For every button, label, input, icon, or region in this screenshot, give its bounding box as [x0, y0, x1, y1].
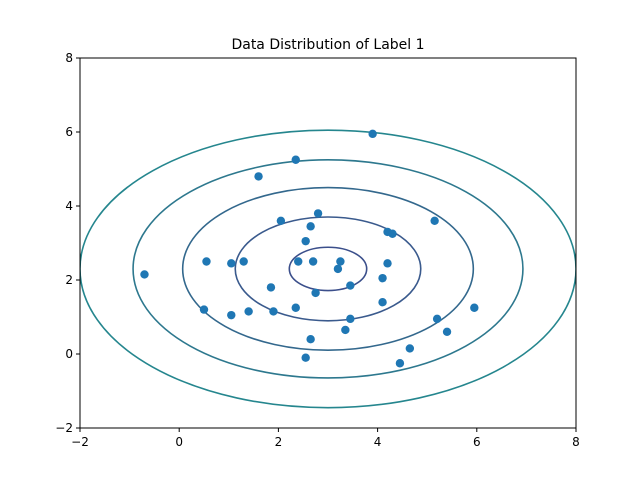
- y-tick-label: 2: [65, 273, 73, 287]
- contour-level-3: [181, 186, 475, 352]
- data-point: [368, 129, 377, 139]
- x-tick-label: 6: [473, 435, 481, 449]
- data-point: [378, 298, 387, 307]
- data-point: [301, 353, 310, 362]
- y-tick-label: 6: [65, 125, 73, 139]
- y-tick-label: 4: [65, 199, 73, 213]
- data-point: [306, 335, 315, 344]
- contour-level-4: [132, 159, 524, 379]
- contour-level-1: [288, 246, 368, 292]
- contour-layer: [80, 129, 576, 409]
- data-point: [470, 303, 479, 312]
- x-axis: −2 0 2 4 6 8: [71, 428, 580, 449]
- data-point: [395, 359, 405, 368]
- data-point: [269, 307, 278, 316]
- data-point: [346, 281, 355, 290]
- y-tick-label: 8: [65, 51, 73, 65]
- data-point: [239, 257, 248, 266]
- data-point: [442, 327, 452, 336]
- data-point: [346, 314, 355, 324]
- data-point: [244, 307, 253, 316]
- data-point: [254, 172, 263, 181]
- data-point: [311, 288, 320, 298]
- data-point: [301, 236, 310, 246]
- data-point: [291, 155, 300, 164]
- x-tick-label: −2: [71, 435, 89, 449]
- data-point: [308, 257, 318, 266]
- y-axis: −2 0 2 4 6 8: [55, 51, 80, 435]
- data-point: [405, 344, 415, 353]
- x-tick-label: 4: [374, 435, 382, 449]
- x-tick-label: 8: [572, 435, 580, 449]
- data-point: [388, 229, 397, 238]
- contour-level-2: [234, 216, 422, 322]
- data-point: [432, 314, 442, 324]
- points-layer: [140, 129, 479, 368]
- data-point: [313, 209, 323, 218]
- data-point: [306, 222, 315, 231]
- y-tick-label: 0: [65, 347, 73, 361]
- data-point: [383, 259, 392, 268]
- data-point: [430, 216, 439, 225]
- chart-title: Data Distribution of Label 1: [231, 37, 424, 53]
- data-point: [227, 259, 236, 268]
- data-point: [291, 303, 300, 312]
- data-point: [294, 257, 303, 266]
- data-point: [266, 283, 276, 292]
- data-point: [333, 264, 343, 274]
- contour-level-5: [80, 129, 576, 409]
- data-point: [336, 257, 345, 266]
- data-point: [341, 325, 350, 335]
- y-tick-label: −2: [55, 421, 73, 435]
- data-point: [140, 270, 149, 279]
- data-point: [202, 257, 211, 266]
- data-point: [276, 216, 286, 225]
- plot-frame: [79, 57, 577, 429]
- data-point: [378, 273, 387, 283]
- data-point: [227, 310, 236, 320]
- x-tick-label: 0: [175, 435, 183, 449]
- data-point: [199, 305, 209, 314]
- x-tick-label: 2: [275, 435, 283, 449]
